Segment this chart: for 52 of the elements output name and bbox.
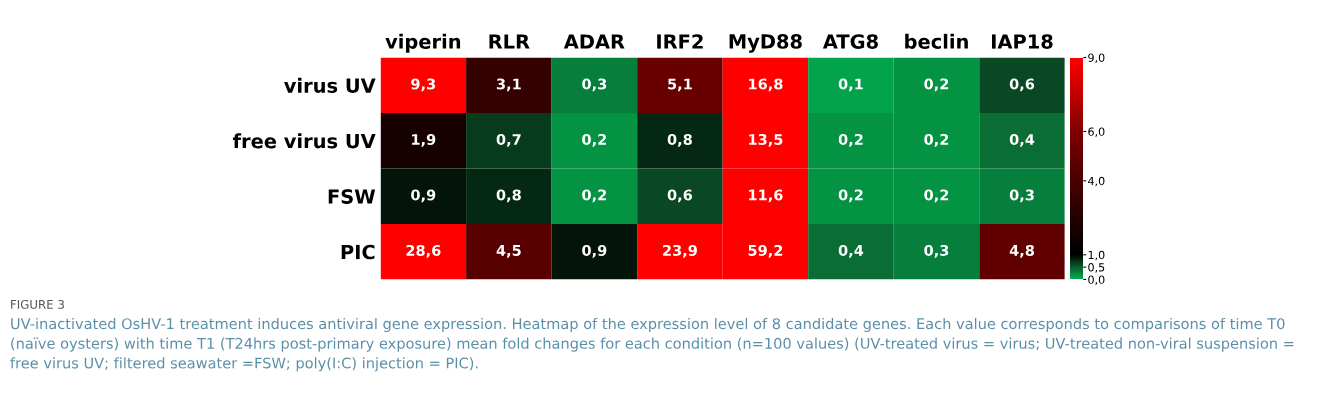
data-label: 0,9: [411, 189, 436, 203]
data-label: 0,3: [1009, 189, 1034, 203]
y-tick-label: free virus UV: [232, 133, 376, 149]
data-label: 3,1: [496, 78, 521, 92]
data-label: 0,2: [838, 189, 863, 203]
data-label: 0,7: [496, 133, 521, 147]
data-label: 0,2: [924, 78, 949, 92]
data-label: 0,4: [1009, 133, 1035, 147]
data-label: 0,6: [1009, 78, 1035, 92]
data-label: 0,8: [667, 133, 692, 147]
data-label: 0,6: [667, 189, 693, 203]
data-label: 4,5: [496, 245, 521, 258]
x-tick-label: MyD88: [729, 34, 802, 53]
x-tick-label: viperin: [385, 33, 461, 53]
color-bar-label: 0,5: [1088, 263, 1105, 273]
data-label: 0,2: [924, 189, 949, 203]
caption: FIGURE 3: [11, 299, 64, 309]
x-tick-label: beclin: [905, 33, 968, 49]
data-label: 1,9: [412, 133, 436, 147]
data-label: 4,8: [1009, 244, 1035, 258]
data-label: 28,6: [406, 244, 441, 258]
y-tick-label: PIC: [341, 244, 375, 260]
data-label: 0,1: [838, 78, 863, 92]
y-tick-label: FSW: [328, 189, 376, 204]
data-label: 59,2: [748, 244, 783, 258]
data-label: 9,3: [411, 78, 436, 92]
x-tick-label: IRF2: [657, 34, 703, 49]
data-label: 0,3: [924, 244, 949, 258]
color-bar-label: 4,0: [1088, 176, 1105, 187]
data-label: 23,9: [663, 244, 697, 258]
data-label: 0,2: [582, 133, 607, 147]
y-tick-label: virus UV: [284, 77, 376, 93]
x-tick-label: ADAR: [563, 34, 625, 49]
x-tick-label: ATG8: [822, 34, 878, 49]
data-label: 11,6: [749, 189, 783, 203]
color-bar-label: 0,0: [1088, 275, 1105, 285]
color-bar-label: 9,0: [1088, 53, 1105, 64]
color-bar-label: 1,0: [1088, 250, 1105, 261]
data-label: 0,8: [496, 189, 521, 203]
data-label: 0,3: [582, 78, 607, 92]
data-label: 5,1: [668, 78, 692, 92]
data-label: 0,2: [924, 133, 949, 147]
color-bar-label: 6,0: [1088, 127, 1105, 137]
x-tick-label: RLR: [489, 34, 530, 49]
data-label: 0,2: [838, 133, 863, 147]
data-label: 0,9: [582, 244, 607, 258]
data-label: 0,4: [838, 244, 864, 258]
x-tick-label: IAP18: [992, 34, 1053, 49]
data-label: 0,2: [582, 189, 607, 203]
data-label: 16,8: [749, 78, 783, 92]
data-label: 13,5: [749, 133, 783, 147]
text: UV-inactivated OsHV-1 treatment induces antiviral gene expression. Heatmap of the expression level of 8 candidate genes. Each value corresponds to comparisons of time T0 (naïve oysters) with time T1 (T24hrs post-primary exposure) mean fold changes for each condition (n=100 values) (UV-treated virus = virus; UV-treated non-viral suspension = free virus UV; filtered seawater =FSW; poly(I:C) injection = PIC).: [10, 317, 1294, 372]
